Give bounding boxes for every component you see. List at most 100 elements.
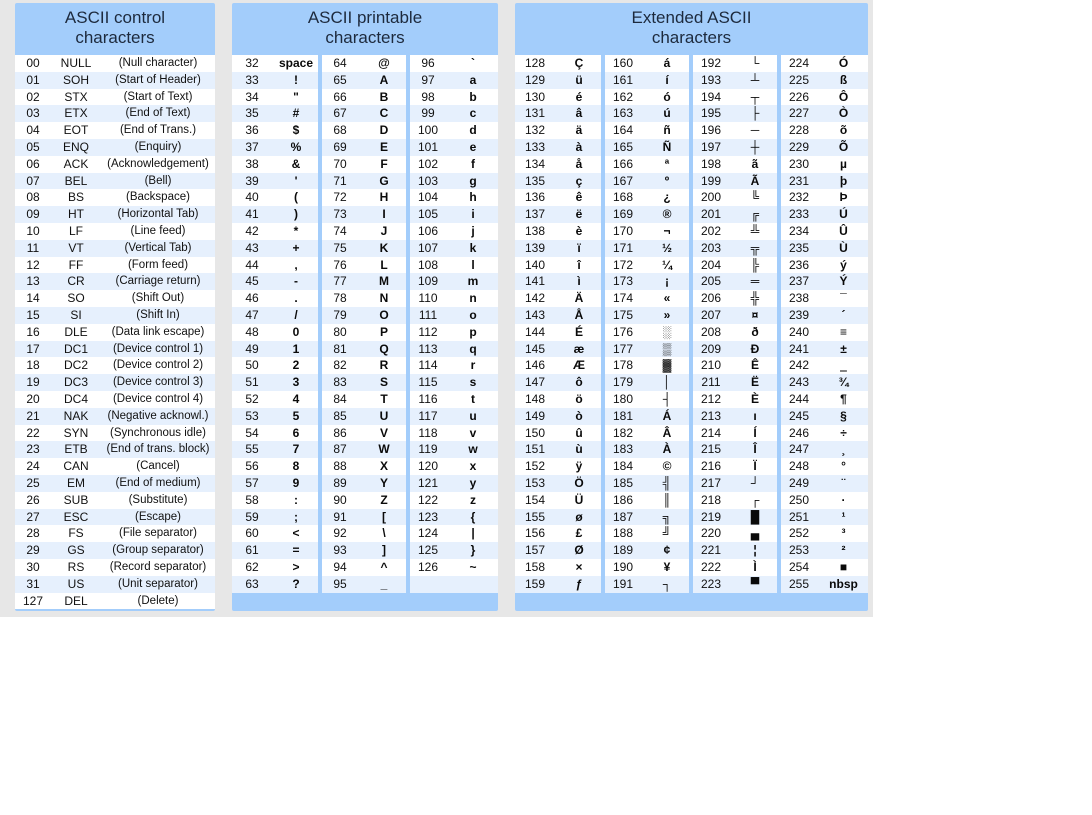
char-description: (Device control 1) (112, 342, 204, 355)
char-code: 116 (418, 392, 438, 406)
char-code: 111 (418, 308, 438, 322)
char-glyph: / (294, 308, 298, 322)
char-glyph: ¥ (663, 560, 671, 574)
char-glyph: £ (575, 526, 583, 541)
char-glyph: ┬ (750, 89, 760, 104)
char-code: 11 (26, 240, 40, 255)
table-row: 36 $68 D 100 d (232, 122, 498, 139)
char-code: 218 (700, 492, 722, 507)
char-glyph: Þ (839, 190, 848, 205)
char-code: 86 (333, 425, 347, 440)
column-divider (318, 55, 322, 593)
char-glyph: d (469, 123, 477, 138)
char-glyph: I (382, 207, 386, 222)
char-code: 109 (417, 274, 439, 289)
char-code: 146 (524, 358, 546, 373)
char-code: 251 (788, 509, 810, 524)
table-row: 62 >94 ^ 126 ~ (232, 559, 498, 576)
extended-title-line2: characters (651, 28, 732, 47)
char-code: 94 (333, 560, 347, 574)
char-glyph: M (379, 274, 389, 289)
char-glyph: ¿ (663, 190, 671, 205)
char-code: 42 (245, 224, 259, 238)
char-code: 170 (612, 224, 634, 238)
char-description: (Vertical Tab) (124, 241, 192, 254)
char-glyph: E (379, 140, 388, 154)
char-code: 166 (612, 156, 634, 171)
char-glyph: x (469, 459, 477, 474)
char-glyph: & (291, 156, 301, 171)
char-code: 175 (612, 308, 634, 322)
char-code: 61 (245, 543, 259, 558)
char-code: 185 (612, 476, 634, 490)
char-glyph: · (841, 492, 846, 507)
char-glyph: └ (750, 56, 760, 70)
char-glyph: ² (841, 543, 846, 558)
char-code: 136 (524, 190, 546, 205)
char-code: 202 (700, 224, 722, 238)
printable-characters-panel: ASCII printable characters 32 space 64 @96 `… (232, 3, 498, 611)
table-row: 46. 78 N 110 n (232, 290, 498, 307)
char-glyph: ½ (661, 240, 672, 255)
char-code: 194 (700, 89, 722, 104)
char-code: 79 (333, 308, 347, 322)
char-glyph: H (379, 190, 389, 205)
char-code: 132 (524, 123, 546, 138)
char-glyph: │ (663, 375, 671, 390)
char-glyph: ╗ (662, 509, 672, 524)
char-code: 172 (612, 257, 634, 272)
char-description: (Unit separator) (118, 577, 198, 590)
char-code: 56 (245, 459, 259, 474)
char-glyph: 6 (292, 425, 300, 440)
char-code: 182 (612, 425, 634, 440)
char-glyph: nbsp (829, 576, 858, 591)
char-abbr: FF (68, 257, 84, 272)
char-code: 222 (700, 560, 722, 574)
char-glyph: ¨ (841, 476, 846, 490)
char-code: 203 (700, 240, 722, 255)
char-code: 48 (245, 324, 259, 339)
char-code: 14 (26, 291, 40, 306)
char-glyph: n (469, 291, 477, 306)
char-glyph: ╬ (750, 291, 760, 306)
char-code: 186 (612, 492, 634, 507)
char-description: (Record separator) (109, 561, 207, 573)
char-glyph: V (379, 425, 388, 440)
char-code: 84 (333, 392, 347, 406)
char-code: 50 (245, 358, 259, 373)
char-glyph: Ï (753, 459, 757, 474)
char-code: 105 (417, 207, 439, 222)
char-glyph: X (379, 459, 388, 474)
char-code: 181 (612, 408, 634, 423)
table-row: 59; 91 [123 { (232, 508, 498, 526)
char-code: 39 (245, 173, 259, 188)
char-glyph: õ (839, 123, 848, 138)
char-glyph: $ (292, 123, 300, 138)
char-abbr: HT (68, 207, 84, 222)
char-code: 90 (333, 492, 347, 507)
table-row: 48 0 80 P 112 p (232, 323, 498, 341)
char-code: 171 (612, 240, 634, 255)
char-glyph: space (278, 56, 314, 70)
char-code: 193 (700, 72, 722, 87)
char-code: 99 (421, 106, 435, 121)
table-row: 13 CR (Carriage return) (15, 273, 215, 291)
char-glyph: v (469, 425, 477, 440)
char-glyph: Ç (574, 56, 584, 70)
char-glyph: ú (663, 106, 671, 121)
char-glyph: ì (577, 274, 581, 289)
char-code: 59 (245, 509, 259, 524)
char-glyph: p (469, 324, 477, 339)
char-glyph: û (575, 425, 583, 440)
char-glyph: 8 (292, 459, 300, 474)
table-row: 53 5 85 U 117 u (232, 407, 498, 425)
char-glyph: º (664, 173, 670, 188)
char-glyph: ± (840, 341, 847, 356)
char-glyph: à (575, 140, 583, 154)
char-glyph: ó (663, 89, 671, 104)
char-glyph: D (379, 123, 389, 138)
char-glyph: B (379, 89, 389, 104)
char-description: (End of Text) (125, 107, 191, 120)
char-glyph: , (294, 257, 298, 272)
table-row: 61 = 93] 125} (232, 542, 498, 559)
